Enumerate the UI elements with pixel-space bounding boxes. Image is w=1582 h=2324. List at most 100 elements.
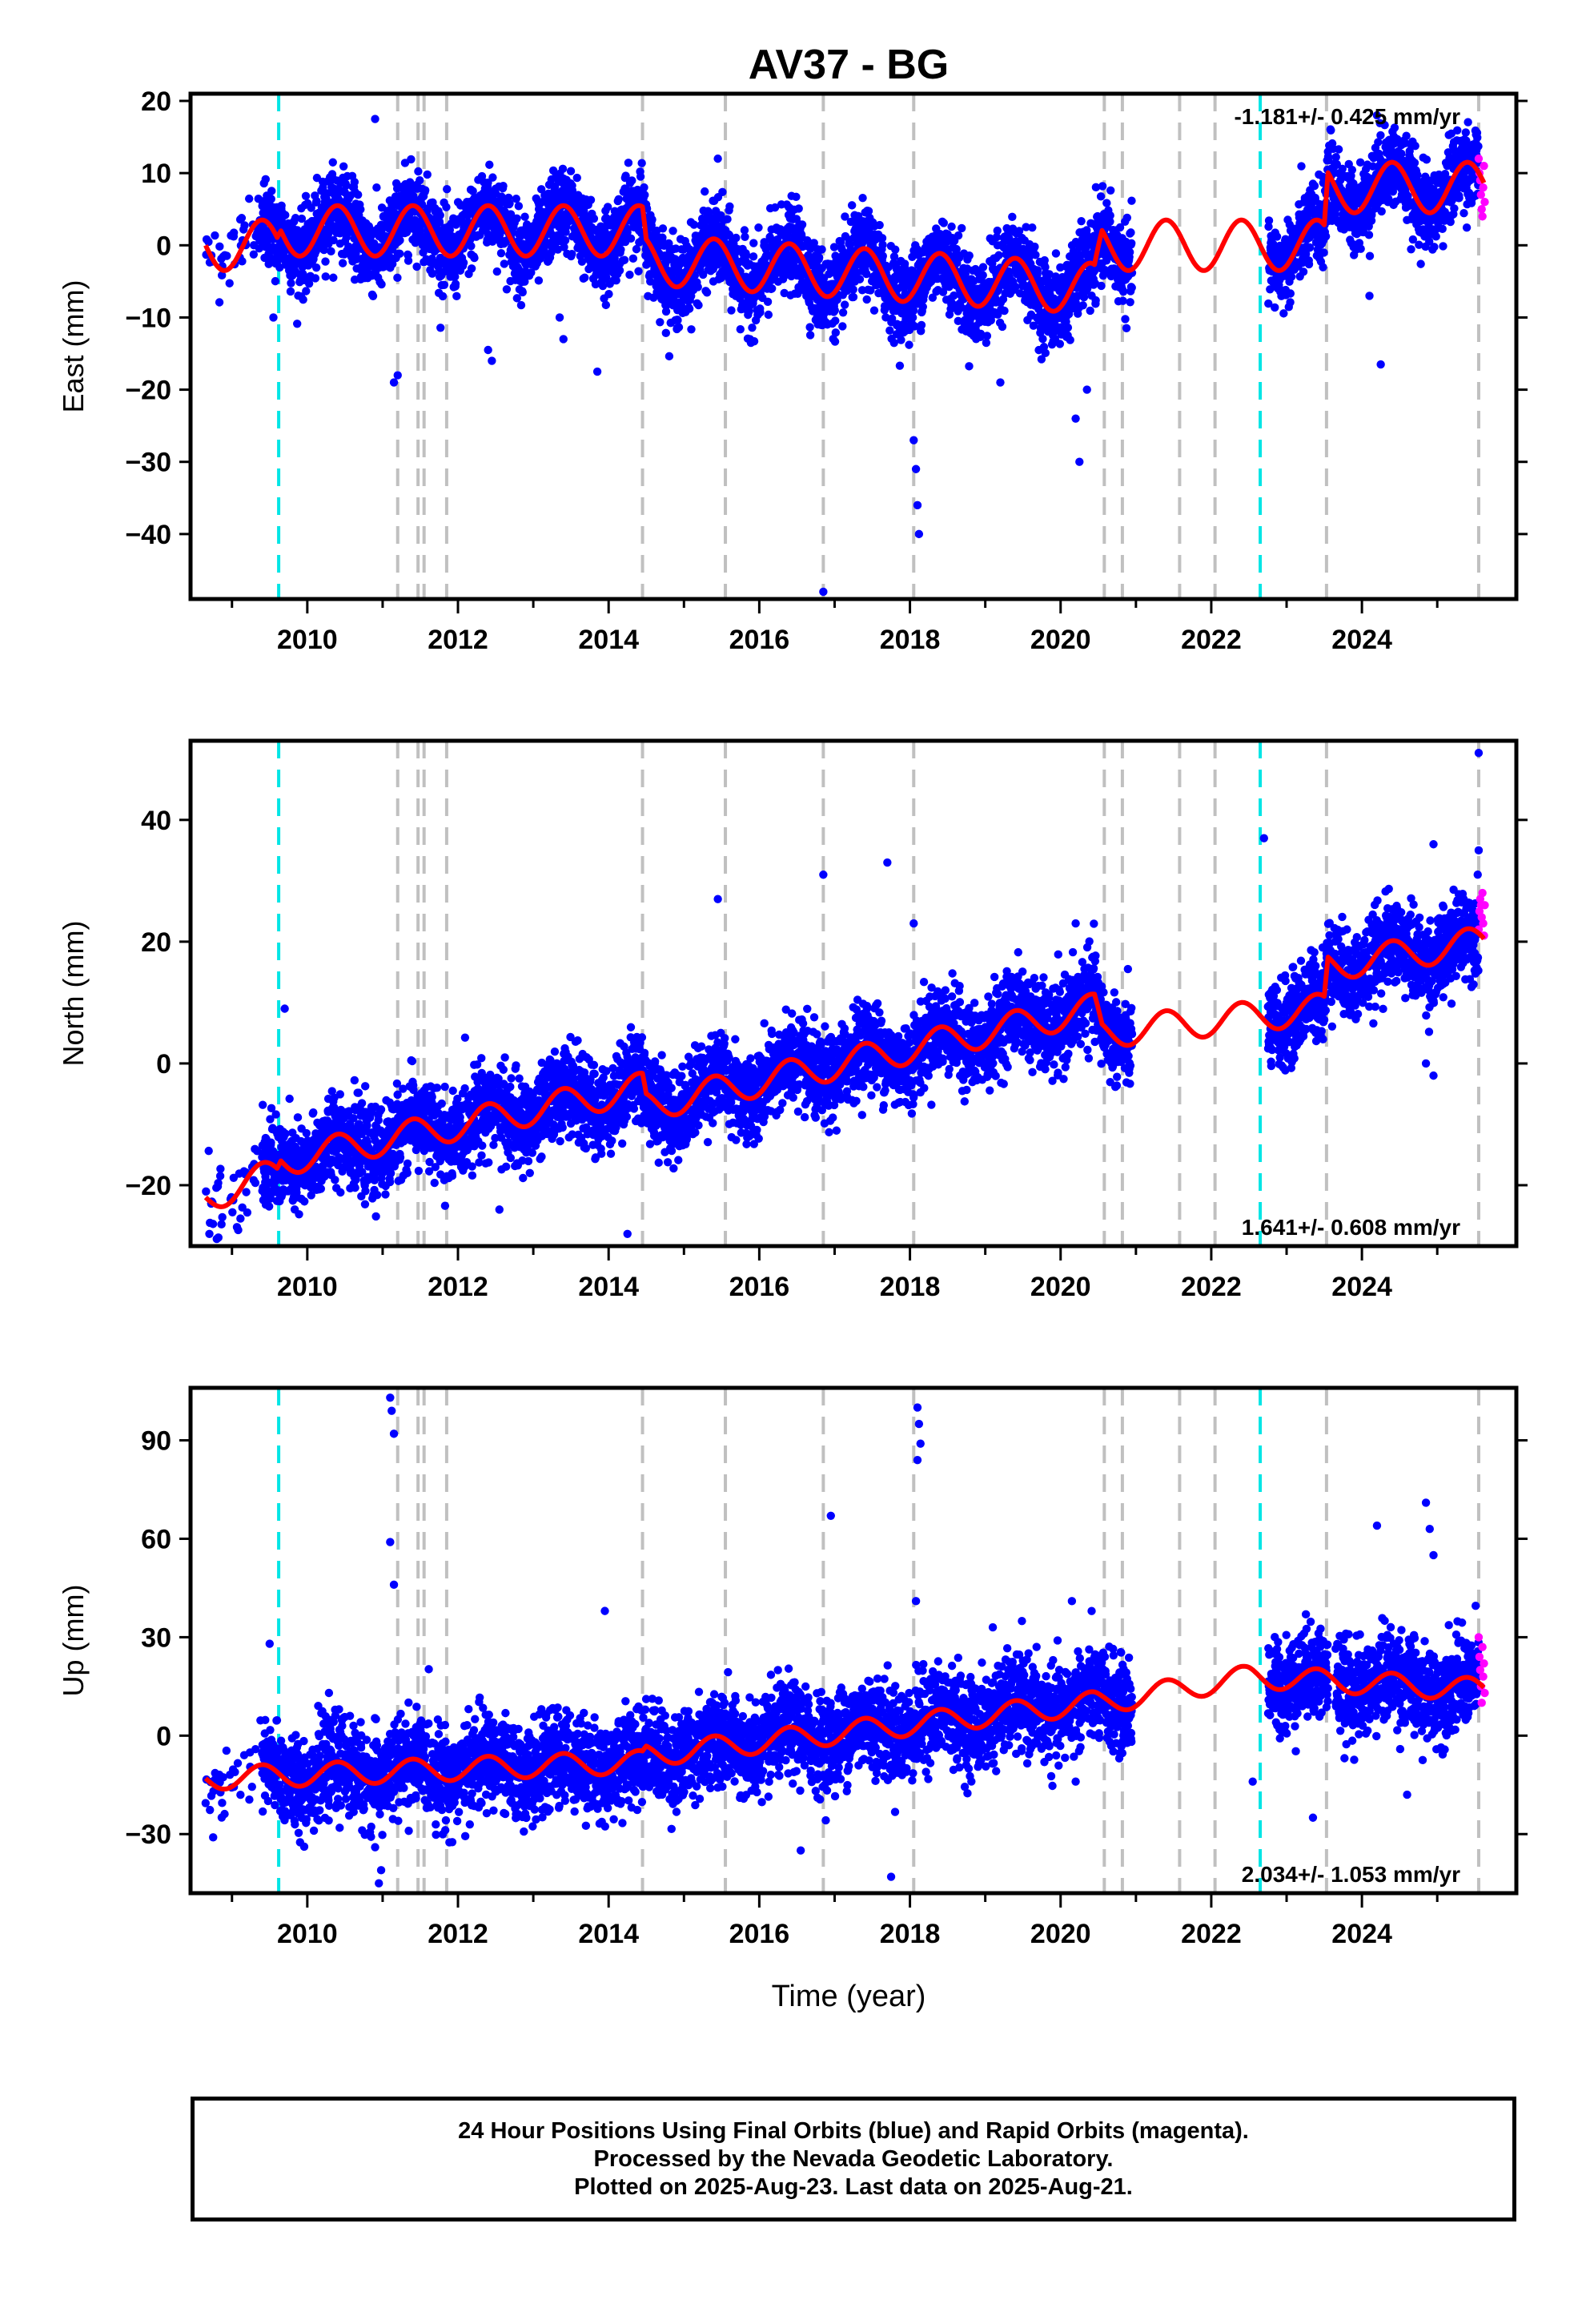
final-orbit-point <box>1102 199 1111 207</box>
final-orbit-point <box>223 251 231 260</box>
final-orbit-point <box>299 295 307 304</box>
final-orbit-point <box>396 249 404 258</box>
final-orbit-point <box>626 234 636 243</box>
final-orbit-point <box>838 308 848 317</box>
final-orbit-point <box>459 258 468 267</box>
final-orbit-point <box>304 279 314 288</box>
final-orbit-point <box>577 257 587 266</box>
final-orbit-point <box>965 362 974 371</box>
final-orbit-point <box>297 214 307 223</box>
final-orbit-point <box>1377 207 1386 216</box>
final-orbit-point <box>817 245 826 254</box>
final-orbit-point <box>1264 216 1274 225</box>
final-orbit-point <box>307 203 315 212</box>
final-orbit-point <box>1121 315 1130 324</box>
final-orbit-point <box>1086 306 1094 316</box>
final-orbit-point <box>978 271 987 279</box>
final-orbit-point <box>646 277 655 286</box>
final-orbit-point <box>516 300 526 310</box>
final-orbit-point <box>1030 242 1039 251</box>
final-orbit-point <box>601 300 611 310</box>
final-orbit-point <box>891 245 900 254</box>
final-orbit-point <box>1127 283 1136 292</box>
final-orbit-point <box>301 191 311 200</box>
final-orbit-point <box>702 288 712 297</box>
final-orbit-point <box>566 167 576 175</box>
final-orbit-point <box>1297 162 1306 171</box>
final-orbit-point <box>602 273 611 282</box>
final-orbit-point <box>428 269 437 278</box>
final-orbit-point <box>1126 298 1134 307</box>
final-orbit-point <box>628 254 638 263</box>
final-orbit-point <box>661 307 671 316</box>
final-orbit-point <box>443 185 452 194</box>
final-orbit-point <box>634 267 643 275</box>
final-orbit-point <box>958 223 966 233</box>
final-orbit-point <box>350 178 359 187</box>
final-orbit-point <box>436 211 444 219</box>
final-orbit-point <box>1126 228 1135 237</box>
final-orbit-point <box>1347 165 1357 175</box>
final-orbit-point <box>965 251 974 260</box>
final-orbit-point <box>954 231 963 240</box>
final-orbit-point <box>527 268 536 277</box>
final-orbit-point <box>506 210 516 219</box>
final-orbit-point <box>674 323 684 332</box>
final-orbit-point <box>849 292 858 302</box>
final-orbit-point <box>435 218 444 227</box>
final-orbit-point <box>616 245 625 255</box>
final-orbit-point <box>727 306 736 315</box>
final-orbit-point <box>1106 211 1114 220</box>
final-orbit-point <box>1299 267 1308 276</box>
final-orbit-point <box>838 322 847 331</box>
final-orbit-point <box>673 316 682 325</box>
final-orbit-point <box>895 361 905 370</box>
final-orbit-point <box>905 340 913 349</box>
final-orbit-point <box>558 164 568 174</box>
final-orbit-point <box>1041 348 1050 358</box>
final-orbit-point <box>299 270 307 279</box>
final-orbit-point <box>1402 131 1411 140</box>
final-orbit-point <box>885 326 894 335</box>
final-orbit-point <box>244 194 254 203</box>
final-orbit-point <box>1038 335 1047 344</box>
final-orbit-point <box>1125 247 1134 257</box>
final-orbit-point <box>291 214 300 223</box>
final-orbit-point <box>687 325 696 334</box>
final-orbit-point <box>319 245 328 255</box>
final-orbit-point <box>267 187 276 195</box>
chart-title: AV37 - BG <box>749 42 949 88</box>
final-orbit-point <box>240 221 249 230</box>
final-orbit-point <box>875 220 884 230</box>
final-orbit-point <box>339 162 348 171</box>
final-orbit-point <box>497 192 506 201</box>
final-orbit-point <box>1287 272 1296 281</box>
final-orbit-point <box>1319 248 1328 257</box>
final-orbit-point <box>749 252 758 261</box>
final-orbit-point <box>328 158 337 167</box>
final-orbit-point <box>396 235 404 245</box>
final-orbit-point <box>1031 251 1040 259</box>
final-orbit-point <box>329 235 338 245</box>
final-orbit-point <box>604 289 613 299</box>
final-orbit-point <box>917 320 926 330</box>
final-orbit-point <box>689 220 699 229</box>
final-orbit-point <box>436 324 445 332</box>
final-orbit-point <box>1122 213 1132 223</box>
final-orbit-point <box>470 253 479 263</box>
final-orbit-point <box>792 192 801 202</box>
final-orbit-point <box>830 306 839 315</box>
final-orbit-point <box>625 270 634 279</box>
final-orbit-point <box>319 183 327 192</box>
final-orbit-point <box>1376 131 1385 140</box>
final-orbit-point <box>918 302 927 312</box>
final-orbit-point <box>342 181 351 190</box>
final-orbit-point <box>1364 231 1374 239</box>
final-orbit-point <box>467 264 476 273</box>
final-orbit-point <box>1000 306 1009 316</box>
final-orbit-point <box>1397 149 1406 159</box>
final-orbit-point <box>763 297 773 307</box>
